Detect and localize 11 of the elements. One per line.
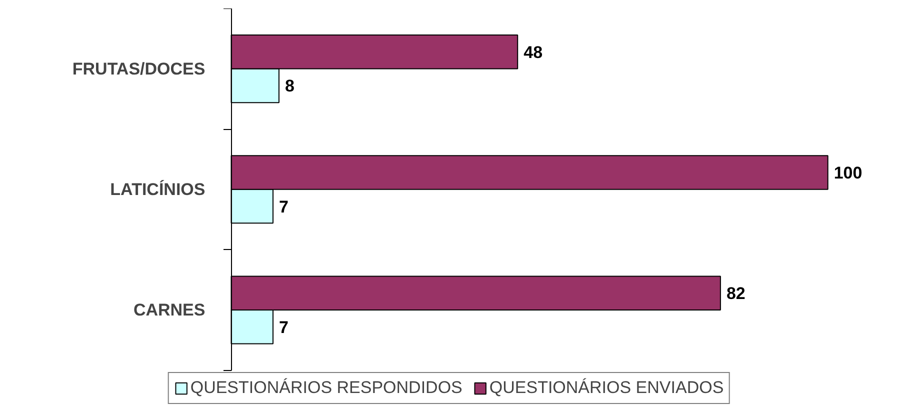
data-label: 7 — [279, 318, 288, 337]
y-tick-label: CARNES — [133, 300, 206, 320]
data-label: 8 — [284, 76, 294, 96]
legend-label: QUESTIONÁRIOS ENVIADOS — [489, 378, 724, 398]
data-label: 100 — [834, 164, 862, 183]
data-label: 82 — [726, 284, 746, 304]
legend-label: QUESTIONÁRIOS RESPONDIDOS — [190, 378, 462, 398]
data-label: 48 — [524, 42, 543, 62]
y-tick-label: FRUTAS/DOCES — [72, 59, 206, 78]
y-tick-label: LATICÍNIOS — [110, 178, 206, 199]
data-label: 7 — [279, 197, 288, 216]
